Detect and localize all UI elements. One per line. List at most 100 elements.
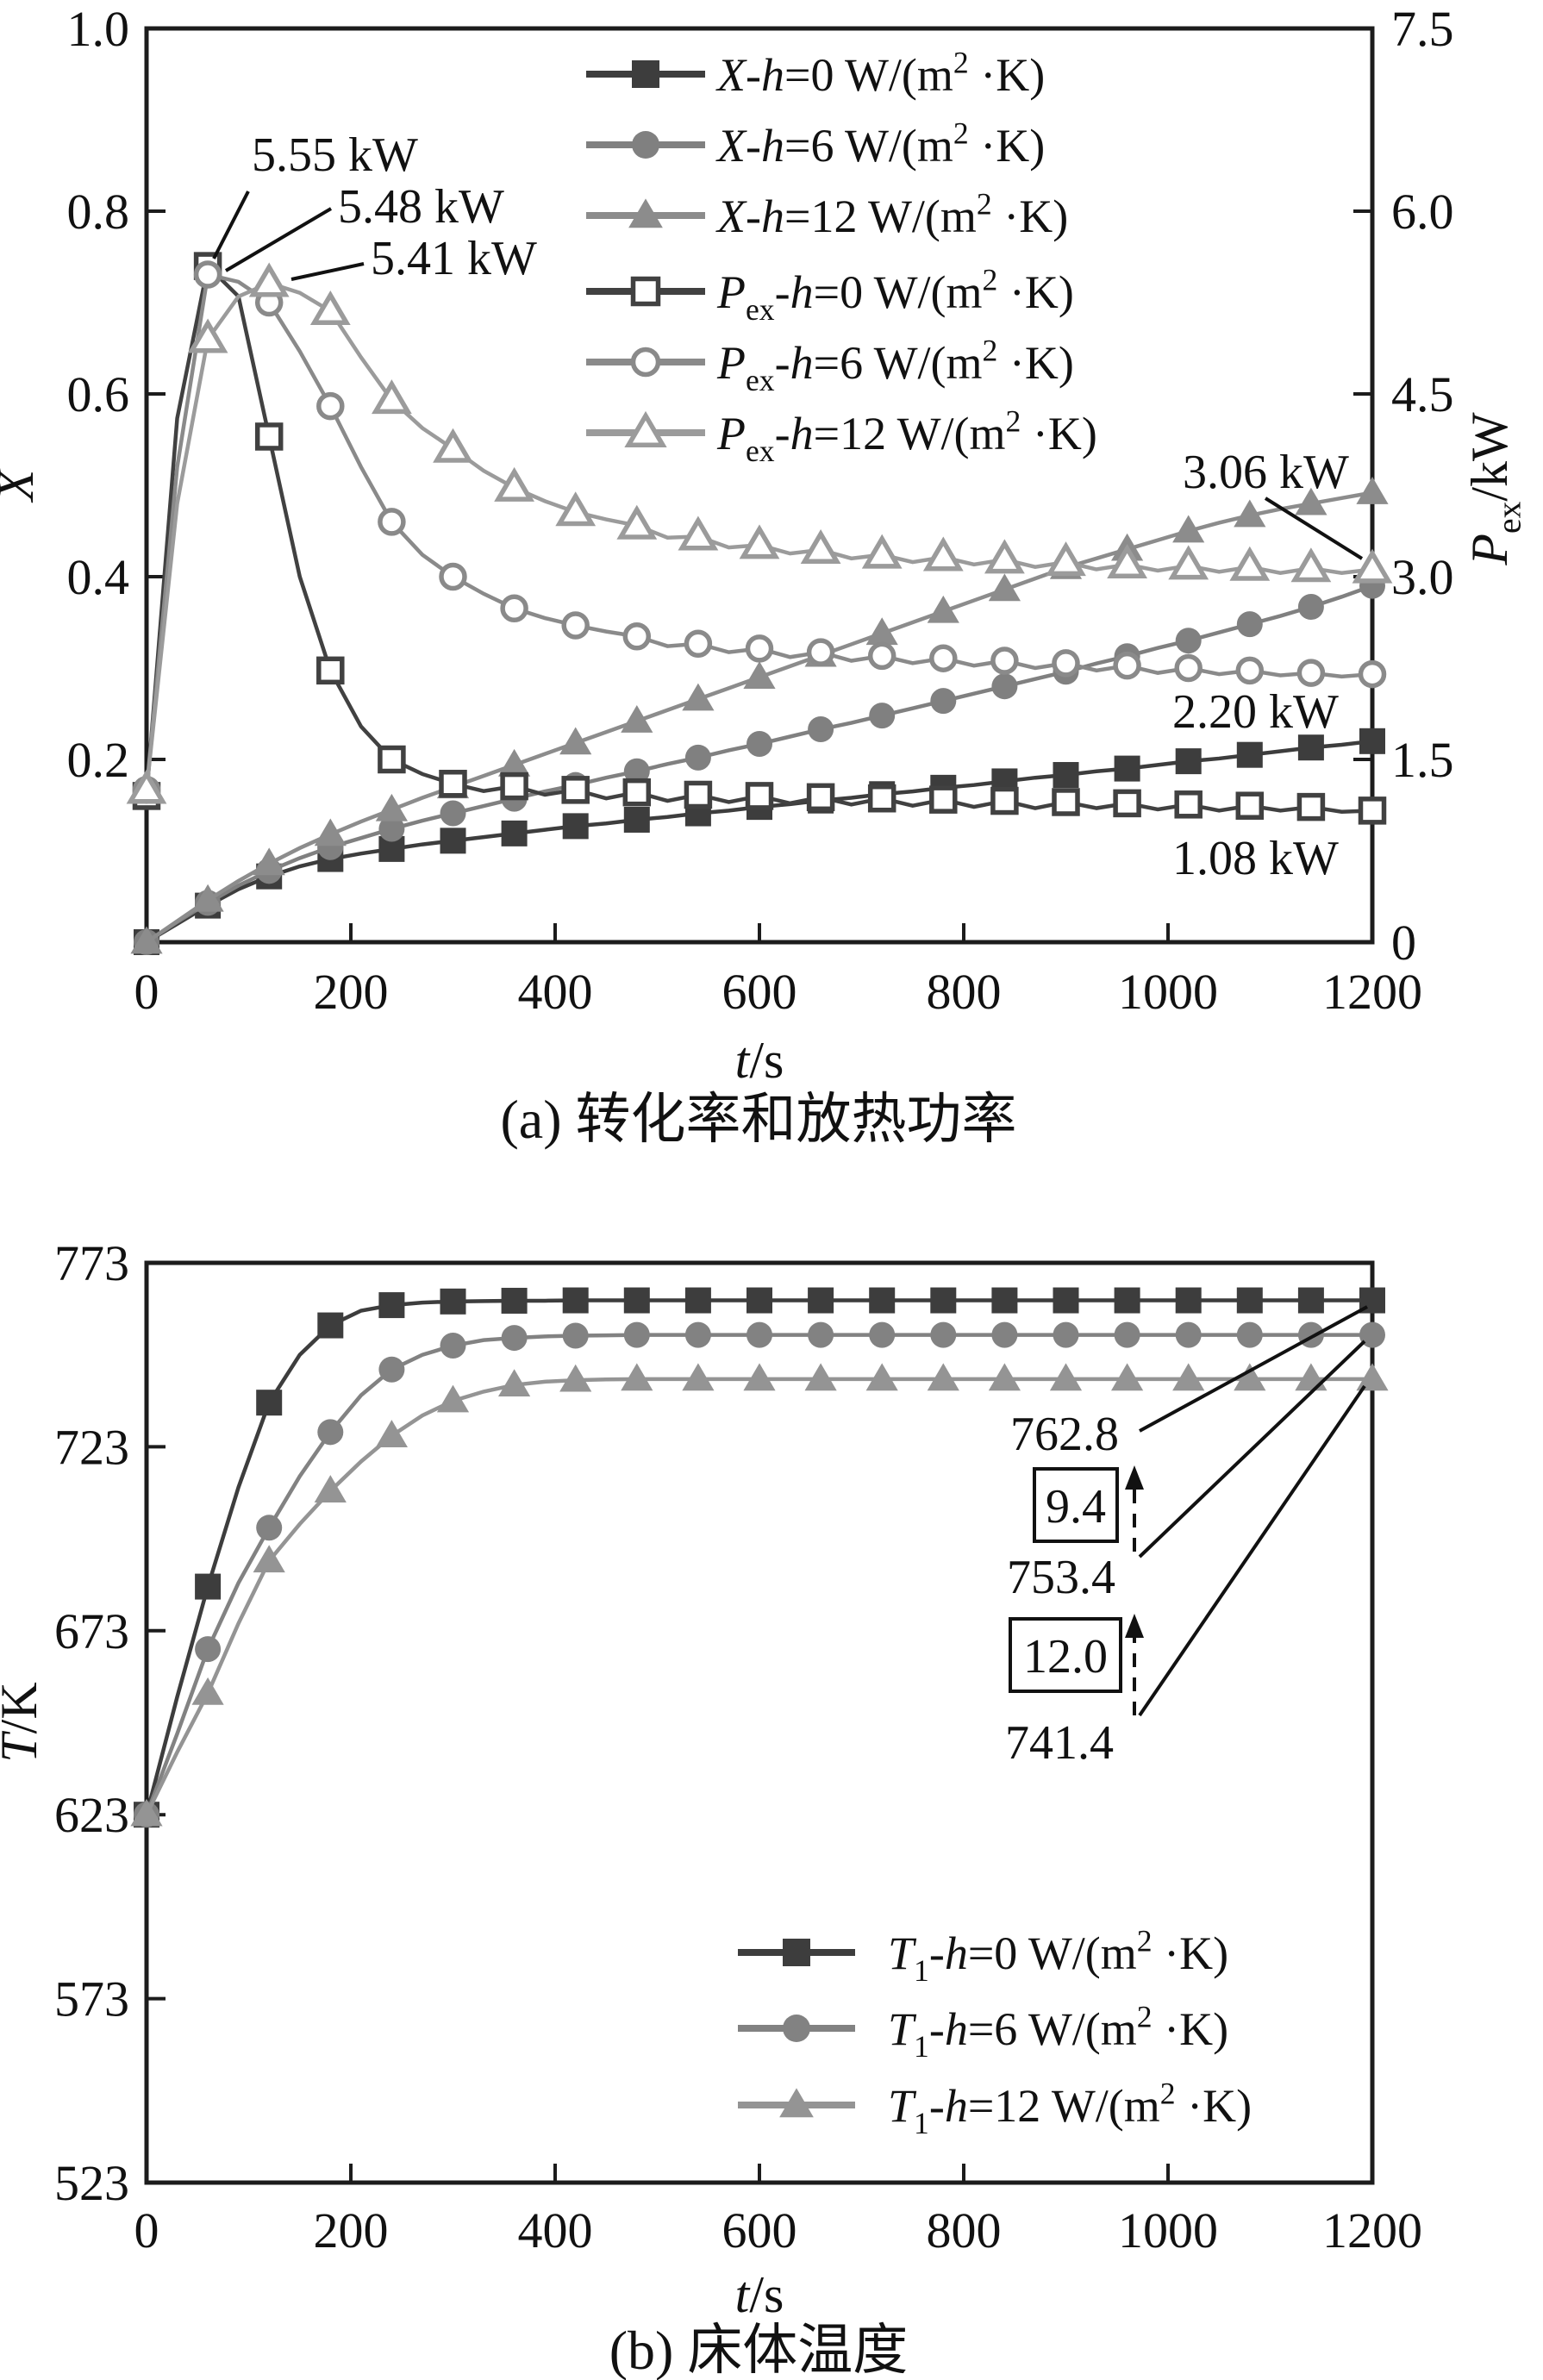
marker-triangle-filled bbox=[1172, 515, 1205, 543]
marker-square-open bbox=[684, 780, 713, 809]
legend-label-T1-h6: T1-h=6 W/(m2 ·K) bbox=[888, 1999, 1228, 2064]
x-tick-label: 400 bbox=[518, 964, 593, 1020]
marker-circle-filled bbox=[684, 1321, 711, 1348]
chart-a-conversion-power: 0 200 400 600 800 1000 1200 0.2 0.4 0.6 0.8 1.0 0 1.5… bbox=[0, 1, 1528, 1089]
annotation-leader-line bbox=[1138, 1340, 1366, 1559]
marker-circle-filled bbox=[869, 1321, 896, 1348]
annotation-12.0: 12.0 bbox=[1009, 1617, 1122, 1693]
marker-square-filled bbox=[808, 1287, 834, 1314]
marker-triangle-open bbox=[861, 534, 903, 569]
annotation-5.41kW: 5.41 kW bbox=[290, 232, 537, 285]
marker-square-filled bbox=[256, 1390, 283, 1416]
marker-triangle-filled bbox=[1356, 477, 1389, 504]
marker-square-filled bbox=[1114, 1287, 1140, 1314]
annotation-text: 5.55 kW bbox=[252, 128, 418, 182]
marker-square-filled bbox=[317, 1312, 344, 1339]
marker-circle-filled bbox=[1175, 1321, 1202, 1348]
marker-circle-filled bbox=[747, 730, 772, 757]
marker-triangle-open bbox=[922, 536, 964, 572]
marker-circle-filled bbox=[440, 1333, 466, 1359]
y-tick-label-right: 6.0 bbox=[1391, 184, 1454, 240]
marker-triangle-filled bbox=[927, 1363, 959, 1391]
annotation-box bbox=[1009, 1617, 1122, 1693]
marker-triangle-open bbox=[372, 379, 412, 415]
marker-circle-filled bbox=[930, 688, 957, 715]
chart-b-bed-temperature: 0 200 400 600 800 1000 1200 523 573 623 673 723 773 t… bbox=[0, 1235, 1422, 2323]
annotation-text: 2.20 kW bbox=[1172, 685, 1339, 739]
y-tick-label-left: 773 bbox=[54, 1235, 129, 1291]
marker-square-filled bbox=[440, 828, 466, 854]
marker-triangle-open bbox=[739, 524, 780, 559]
arrowhead-up bbox=[1125, 1465, 1144, 1490]
marker-square-open bbox=[1235, 791, 1265, 820]
marker-circle-filled bbox=[991, 1321, 1018, 1348]
marker-square-filled bbox=[623, 806, 650, 833]
legend-marker-triangle-filled bbox=[628, 198, 663, 228]
marker-square-filled bbox=[562, 813, 589, 840]
marker-triangle-open bbox=[800, 529, 841, 565]
marker-triangle-filled bbox=[1295, 487, 1327, 515]
marker-circle-filled bbox=[991, 673, 1018, 700]
annotation-leader-line bbox=[224, 207, 333, 272]
marker-circle-filled bbox=[256, 1515, 283, 1541]
series-T1-h6-line bbox=[144, 1333, 1372, 1815]
marker-circle-open bbox=[1052, 649, 1080, 678]
y-axis-label-right: Pex/kW bbox=[1461, 412, 1528, 566]
x-tick-label: 200 bbox=[314, 2202, 389, 2258]
marker-triangle-open bbox=[248, 262, 290, 297]
annotation-text: 9.4 bbox=[1046, 1480, 1106, 1534]
annotation-leader-line bbox=[290, 262, 365, 281]
marker-triangle-open bbox=[433, 428, 473, 463]
annotation-3.06kW: 3.06 kW bbox=[1183, 446, 1364, 560]
marker-square-open bbox=[1358, 796, 1387, 825]
legend-label-T1-h12: T1-h=12 W/(m2 ·K) bbox=[888, 2076, 1252, 2140]
marker-square-filled bbox=[869, 1287, 896, 1314]
annotation-9.4: 9.4 bbox=[1033, 1467, 1119, 1543]
annotation-text: 5.48 kW bbox=[338, 180, 504, 234]
marker-triangle-filled bbox=[253, 847, 285, 876]
annotation-text: 1.08 kW bbox=[1172, 832, 1339, 885]
marker-circle-filled bbox=[1236, 1321, 1263, 1348]
y-tick-label-left: 0.4 bbox=[67, 549, 130, 605]
arrowhead-up bbox=[1125, 1614, 1144, 1638]
y-axis-label-left: X bbox=[0, 467, 44, 503]
legend: T1-h=0 W/(m2 ·K) T1-h=6 W/(m2 ·K) T1-h=12 … bbox=[738, 1923, 1252, 2140]
marker-square-open bbox=[622, 778, 652, 807]
marker-circle-filled bbox=[1359, 1321, 1385, 1348]
marker-triangle-open bbox=[1290, 547, 1332, 583]
marker-square-filled bbox=[930, 1287, 957, 1314]
marker-square-open bbox=[254, 422, 284, 451]
marker-square-open bbox=[1296, 792, 1326, 821]
marker-square-filled bbox=[1175, 1287, 1202, 1314]
x-tick-label: 600 bbox=[722, 2202, 797, 2258]
marker-circle-open bbox=[684, 629, 713, 658]
legend-item-X-h6: X-h=6 W/(m2 ·K) bbox=[586, 116, 1045, 172]
annotation-text: 12.0 bbox=[1023, 1630, 1108, 1683]
marker-circle-filled bbox=[808, 1321, 834, 1348]
legend-item-T1-h12: T1-h=12 W/(m2 ·K) bbox=[738, 2076, 1252, 2140]
difference-arrow bbox=[1125, 1614, 1144, 1715]
marker-circle-filled bbox=[1297, 593, 1324, 620]
marker-circle-open bbox=[500, 594, 528, 622]
marker-triangle-filled bbox=[865, 1363, 898, 1391]
caption-chart-b: (b) 床体温度 bbox=[609, 2320, 909, 2380]
legend-item-X-h0: X-h=0 W/(m2 ·K) bbox=[586, 45, 1045, 101]
annotation-box bbox=[1033, 1467, 1119, 1543]
marker-triangle-filled bbox=[1172, 1363, 1205, 1391]
marker-circle-filled bbox=[378, 815, 405, 842]
marker-square-open bbox=[500, 771, 528, 801]
marker-triangle-filled bbox=[1356, 1363, 1389, 1391]
marker-triangle-filled bbox=[865, 617, 898, 646]
marker-triangle-filled bbox=[1111, 1363, 1144, 1391]
annotation-text: 762.8 bbox=[1010, 1408, 1119, 1461]
y-tick-label-left: 523 bbox=[54, 2155, 129, 2211]
marker-triangle-filled bbox=[375, 793, 408, 821]
x-tick-label: 0 bbox=[134, 964, 159, 1020]
marker-triangle-open bbox=[1352, 548, 1393, 584]
x-tick-label: 1200 bbox=[1322, 964, 1422, 1020]
difference-arrow bbox=[1125, 1465, 1144, 1552]
annotation-762.8: 762.8 bbox=[1010, 1305, 1368, 1461]
marker-circle-open bbox=[1174, 653, 1203, 683]
marker-triangle-filled bbox=[621, 1363, 653, 1391]
